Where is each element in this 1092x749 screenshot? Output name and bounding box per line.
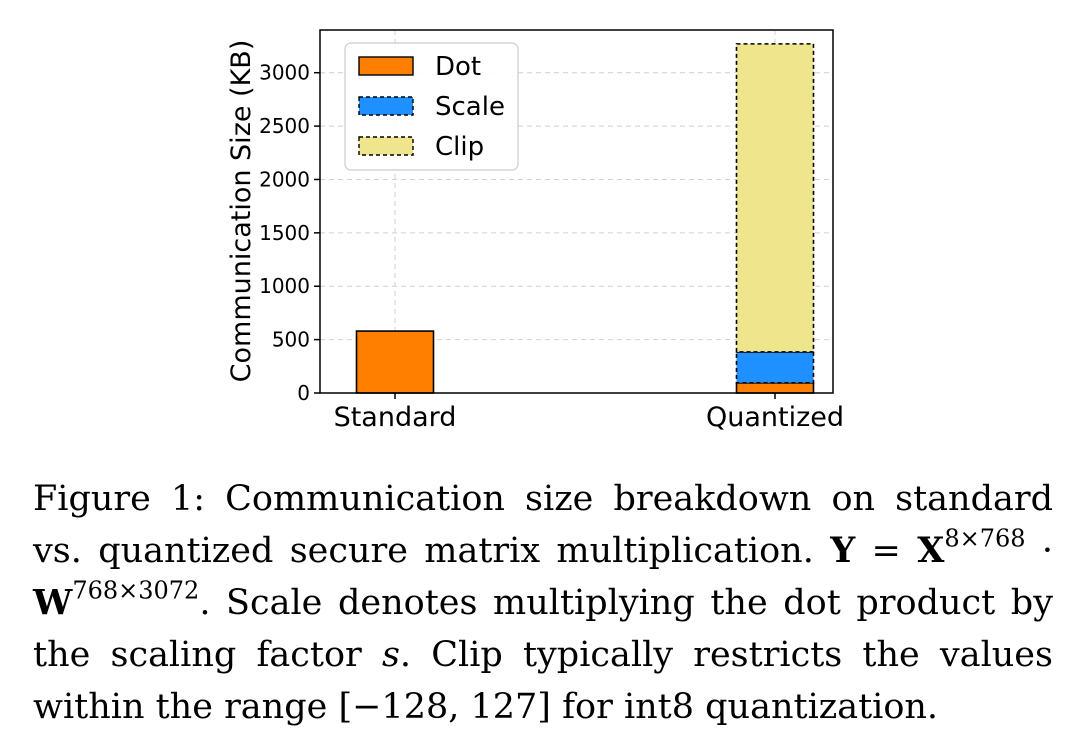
y-tick-label: 3000: [259, 61, 310, 85]
caption-lead: Figure 1: Communication size breakdown o…: [33, 479, 1053, 571]
caption-rest-2: . Clip typically restricts the values wi…: [33, 635, 1053, 727]
legend-label-dot: Dot: [435, 52, 481, 82]
x-axis: Standard Quantized: [334, 393, 844, 433]
caption-rest-1: . Scale denotes multiplying the dot prod…: [33, 583, 1053, 675]
figure-caption: Figure 1: Communication size breakdown o…: [33, 473, 1053, 733]
stacked-bar-chart: 0 500 1000 1500 2000 2500 3000 Standard Quantiz…: [226, 29, 844, 433]
legend: Dot Scale Clip: [344, 42, 519, 171]
caption-eq-w: W: [33, 582, 73, 623]
legend-swatch-scale: [358, 96, 414, 116]
caption-symbol-s: s: [381, 635, 400, 675]
caption-eq-y: Y: [830, 530, 856, 571]
caption-eq-x: X: [917, 530, 945, 571]
caption-eq-x-dims: 8×768: [944, 524, 1026, 553]
bar-clip-quantized: [735, 43, 815, 353]
plot-frame: [319, 29, 834, 394]
bar-scale-quantized: [735, 351, 815, 384]
y-tick-label: 0: [297, 381, 310, 405]
legend-swatch-dot: [358, 56, 414, 76]
x-tick-label: Quantized: [706, 402, 844, 433]
y-tick-label: 2500: [259, 114, 310, 138]
y-tick-label: 1500: [259, 221, 310, 245]
x-tick-label: Standard: [334, 402, 457, 433]
y-axis: 0 500 1000 1500 2000 2500 3000: [259, 61, 320, 405]
y-axis-label: Communication Size (KB): [226, 40, 257, 383]
bars-layer: [355, 43, 815, 394]
bar-dot-standard: [355, 330, 435, 394]
y-tick-label: 2000: [259, 167, 310, 191]
bar-dot-quantized: [735, 382, 815, 394]
legend-label-clip: Clip: [435, 132, 484, 162]
y-tick-label: 500: [272, 328, 310, 352]
caption-eq-dot: ·: [1025, 531, 1053, 571]
legend-swatch-clip: [358, 136, 414, 156]
legend-label-scale: Scale: [435, 92, 505, 122]
caption-eq-equals: =: [855, 531, 918, 571]
caption-eq-w-dims: 768×3072: [72, 576, 200, 605]
y-tick-label: 1000: [259, 274, 310, 298]
